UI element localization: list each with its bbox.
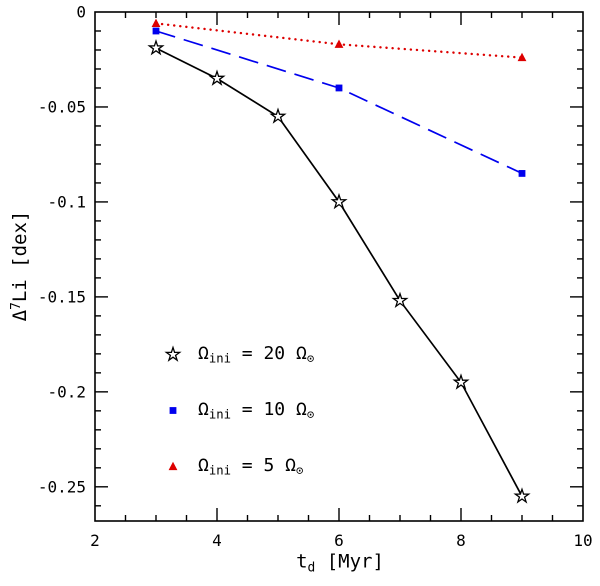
label-part: d: [307, 560, 316, 576]
legend-marker: [169, 407, 177, 414]
square-marker-icon: [152, 27, 160, 35]
legend-item: Ωini = 5 Ω⊙: [160, 438, 314, 494]
y-tick-label: -0.15: [38, 287, 86, 306]
star-marker-icon: [513, 487, 531, 504]
triangle-marker-icon: [151, 18, 161, 27]
legend-marker: [164, 345, 182, 362]
y-axis-label: Δ7Li [dex]: [9, 211, 31, 322]
legend-label: Ωini = 5 Ω⊙: [198, 455, 303, 477]
star-marker-icon: [164, 345, 182, 362]
square-marker-icon: [169, 407, 177, 414]
label-part: t: [296, 550, 308, 573]
legend-item: Ωini = 10 Ω⊙: [160, 382, 314, 438]
y-tick-label: -0.2: [47, 382, 86, 401]
label-part: = 5 Ω: [230, 454, 296, 476]
label-part: [Myr]: [315, 550, 384, 573]
star-marker-icon: [208, 69, 226, 86]
label-part: ini: [208, 351, 231, 366]
square-marker-icon: [518, 170, 526, 177]
x-tick-label: 10: [573, 531, 592, 550]
y-tick-label: -0.05: [38, 97, 86, 116]
x-tick-label: 8: [456, 531, 466, 550]
legend-marker: [168, 461, 178, 471]
y-tick-label: -0.1: [47, 192, 86, 211]
y-tick-label: 0: [76, 3, 86, 22]
label-part: Δ: [9, 309, 31, 322]
x-axis-label: td [Myr]: [296, 551, 384, 576]
star-marker-icon: [391, 291, 409, 309]
label-part: 7: [9, 302, 25, 310]
label-part: Ω: [198, 342, 209, 364]
label-part: = 20 Ω: [230, 342, 307, 364]
star-marker-icon: [452, 373, 470, 390]
label-part: ⊙: [306, 407, 315, 422]
label-part: ini: [208, 463, 231, 478]
legend-label: Ωini = 20 Ω⊙: [198, 343, 314, 365]
legend-label: Ωini = 10 Ω⊙: [198, 399, 314, 421]
label-part: ⊙: [306, 351, 315, 366]
star-marker-icon: [330, 192, 348, 210]
square-marker-icon: [335, 84, 343, 92]
x-tick-label: 4: [212, 531, 222, 550]
label-part: Ω: [198, 454, 209, 476]
y-tick-label: -0.25: [38, 477, 86, 496]
triangle-marker-icon: [168, 461, 178, 471]
label-part: Ω: [198, 398, 209, 420]
x-tick-label: 6: [334, 531, 344, 550]
series-line: [155, 30, 523, 175]
triangle-marker-icon: [517, 52, 527, 62]
chart-legend: Ωini = 20 Ω⊙ Ωini = 10 Ω⊙ Ωini = 5 Ω⊙: [160, 326, 314, 494]
star-marker-icon: [269, 107, 287, 124]
label-part: ini: [208, 407, 231, 422]
label-part: Li [dex]: [9, 210, 31, 303]
triangle-marker-icon: [334, 39, 344, 48]
star-marker-icon: [147, 39, 165, 56]
label-part: = 10 Ω: [230, 398, 307, 420]
legend-item: Ωini = 20 Ω⊙: [160, 326, 314, 382]
x-tick-label: 2: [90, 531, 100, 550]
label-part: ⊙: [295, 463, 304, 478]
